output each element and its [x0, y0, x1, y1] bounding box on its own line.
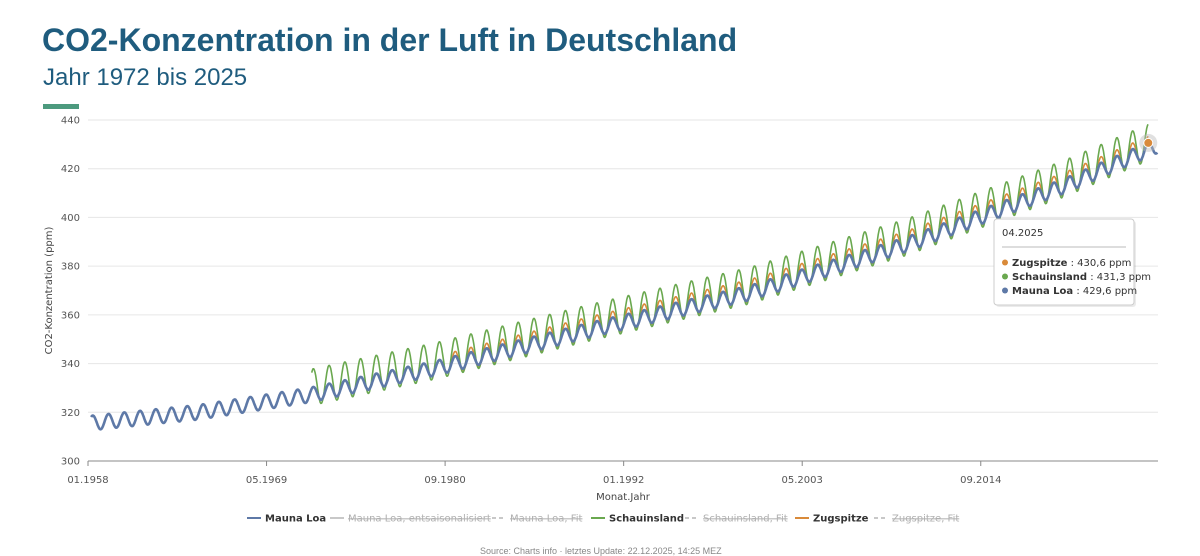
y-tick-label-400: 400	[61, 213, 80, 224]
tooltip-series-name: Zugspitze	[1012, 258, 1068, 269]
tooltip-marker-2	[1002, 287, 1008, 294]
series-line-schauinsland[interactable]	[310, 124, 1149, 405]
y-axis-title: CO2-Konzentration (ppm)	[44, 226, 55, 354]
tooltip-row-0: Zugspitze : 430,6 ppm	[1012, 258, 1131, 269]
x-tick-label-09.1980: 09.1980	[424, 475, 465, 486]
hover-point	[1143, 137, 1154, 148]
tooltip-box	[993, 218, 1135, 306]
legend-item-label-1[interactable]: Mauna Loa, entsaisonalisiert	[348, 514, 491, 525]
y-tick-label-420: 420	[61, 164, 80, 175]
legend-item-label-5[interactable]: Zugspitze	[813, 514, 869, 525]
legend: Mauna Loa Mauna Loa, entsaisonalisiert Mau…	[247, 514, 959, 525]
tooltip-marker-1	[1002, 273, 1008, 280]
title-accent-bar	[43, 104, 79, 109]
tooltip-series-name: Mauna Loa	[1012, 286, 1073, 297]
legend-item-label-0[interactable]: Mauna Loa	[265, 514, 326, 525]
tooltip-series-value: : 430,6 ppm	[1067, 258, 1131, 269]
x-tick-label-09.2014: 09.2014	[960, 475, 1001, 486]
x-tick-label-05.2003: 05.2003	[782, 475, 823, 486]
tooltip: 04.2025 Zugspitze : 430,6 ppm Schauinsland…	[993, 133, 1158, 307]
tooltip-marker-0	[1002, 259, 1008, 266]
legend-item-label-2[interactable]: Mauna Loa, Fit	[510, 514, 583, 525]
y-tick-label-320: 320	[61, 408, 80, 419]
y-tick-label-360: 360	[61, 310, 80, 321]
chart-subtitle: Jahr 1972 bis 2025	[43, 64, 248, 91]
axes: 300 320 340 360 380 400 420 440 01.1958 05.1969 09…	[44, 116, 1001, 504]
legend-item-label-4[interactable]: Schauinsland, Fit	[703, 514, 788, 525]
x-tick-label-01.1958: 01.1958	[67, 475, 108, 486]
tooltip-series-value: : 431,3 ppm	[1087, 272, 1151, 283]
legend-item-label-3[interactable]: Schauinsland	[609, 514, 684, 525]
chart-title: CO2-Konzentration in der Luft in Deutsch…	[42, 22, 738, 58]
source-note: Source: Charts info · letztes Update: 22…	[480, 546, 722, 556]
x-tick-label-01.1992: 01.1992	[603, 475, 644, 486]
y-tick-label-340: 340	[61, 359, 80, 370]
legend-item-label-6[interactable]: Zugspitze, Fit	[892, 514, 959, 525]
tooltip-series-value: : 429,6 ppm	[1073, 286, 1137, 297]
tooltip-row-1: Schauinsland : 431,3 ppm	[1012, 272, 1151, 283]
x-axis-title: Monat.Jahr	[596, 492, 651, 503]
y-tick-label-300: 300	[61, 457, 80, 468]
tooltip-series-name: Schauinsland	[1012, 272, 1087, 283]
series-lines[interactable]	[90, 124, 1159, 431]
y-tick-label-380: 380	[61, 262, 80, 273]
grid-lines	[88, 119, 1158, 462]
series-line-mauna-loa[interactable]	[90, 140, 1159, 431]
x-tick-label-05.1969: 05.1969	[246, 475, 287, 486]
tooltip-date: 04.2025	[1002, 228, 1043, 239]
tooltip-row-2: Mauna Loa : 429,6 ppm	[1012, 286, 1137, 297]
y-tick-label-440: 440	[61, 116, 80, 127]
